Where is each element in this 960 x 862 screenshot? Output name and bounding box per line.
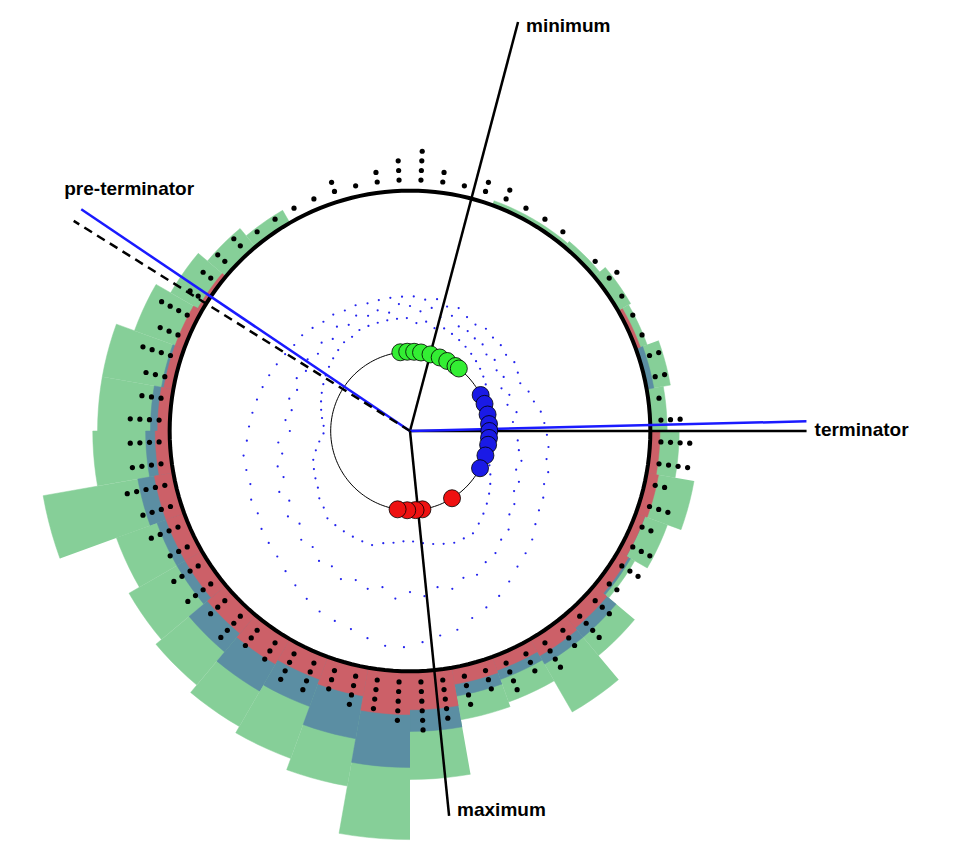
svg-text:minimum: minimum: [526, 15, 610, 36]
svg-text:maximum: maximum: [457, 799, 546, 820]
svg-text:terminator: terminator: [815, 419, 910, 440]
svg-text:pre-terminator: pre-terminator: [64, 178, 194, 199]
